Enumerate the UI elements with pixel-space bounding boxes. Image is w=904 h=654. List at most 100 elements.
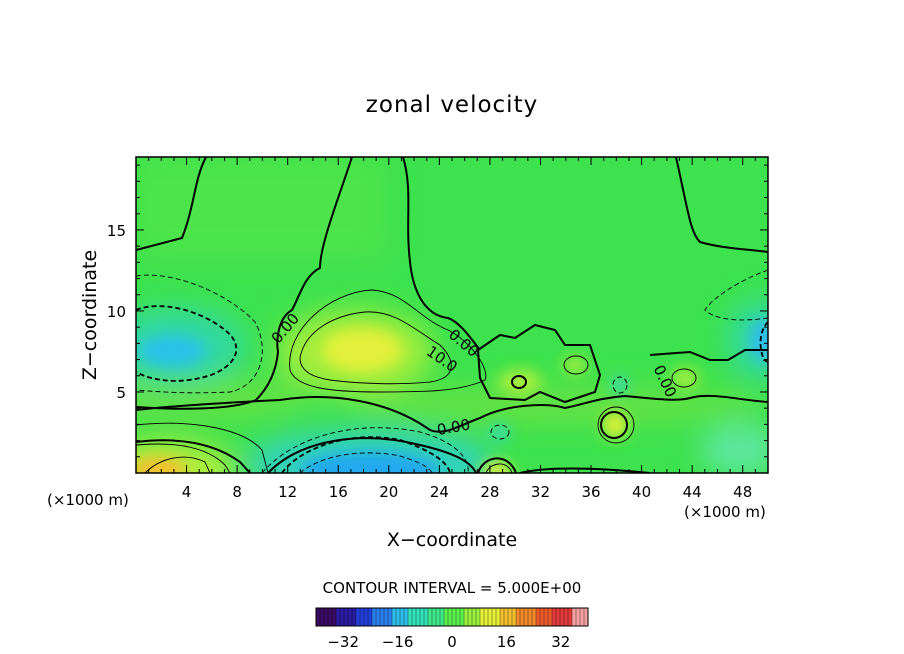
colorbar-cell <box>328 608 333 626</box>
colorbar-cell <box>432 608 437 626</box>
x-tick-label: 28 <box>480 483 499 501</box>
colorbar-cell <box>444 608 449 626</box>
negative-bottom-core <box>300 452 440 473</box>
colorbar-cell <box>320 608 325 626</box>
colorbar-cell <box>348 608 353 626</box>
colorbar-cell <box>404 608 409 626</box>
colorbar: −32 −16 0 16 32 <box>315 607 589 651</box>
axis-ticks <box>136 157 768 473</box>
contour-plus15-bottomleft <box>144 456 211 473</box>
contour-interval-label: CONTOUR INTERVAL = 5.000E+00 <box>323 579 582 597</box>
colorbar-cell <box>376 608 381 626</box>
colorbar-cell <box>316 608 321 626</box>
y-tick-label: 15 <box>107 222 126 240</box>
colorbar-cell <box>532 608 537 626</box>
colorbar-cell <box>556 608 561 626</box>
colorbar-cell <box>440 608 445 626</box>
colorbar-cell <box>552 608 557 626</box>
contour-plus5-44 <box>671 368 697 388</box>
colorbar-cell <box>568 608 573 626</box>
colorbar-tick-label: 32 <box>551 633 570 651</box>
x-axis-title: X−coordinate <box>387 529 517 551</box>
colorbar-tick-label: 0 <box>447 633 457 651</box>
contour-minus5-28 <box>490 424 510 440</box>
colorbar-cell <box>364 608 369 626</box>
x-tick-label: 12 <box>278 483 297 501</box>
colorbar-cell <box>456 608 461 626</box>
colorbar-cell <box>396 608 401 626</box>
positive-44-core <box>671 368 699 388</box>
colorbar-cell <box>572 608 577 626</box>
y-tick-label: 10 <box>107 303 126 321</box>
colorbar-tick-labels: −32 −16 0 16 32 <box>327 633 570 651</box>
zero-contour-plume-right <box>402 157 481 351</box>
negative-right-core <box>750 318 768 362</box>
colorbar-cell <box>452 608 457 626</box>
colorbar-cell <box>576 608 581 626</box>
x-tick-label: 24 <box>430 483 449 501</box>
colorbar-cell <box>468 608 473 626</box>
negative-right-broad <box>728 300 768 380</box>
contour-minus10-bottom <box>281 436 451 473</box>
contour-plus10-bottomleft <box>136 443 231 473</box>
colorbar-cell <box>416 608 421 626</box>
zero-contour-upper-left <box>136 157 207 251</box>
colorbar-cell <box>520 608 525 626</box>
colorbar-cell <box>504 608 509 626</box>
colorbar-cell <box>332 608 337 626</box>
x-tick-label: 48 <box>733 483 752 501</box>
colorbar-cell <box>424 608 429 626</box>
x-unit-label-left: (×1000 m) <box>47 491 129 509</box>
contour-minus5-38 <box>612 376 628 394</box>
colorbar-cell <box>580 608 585 626</box>
colorbar-cell <box>492 608 497 626</box>
y-axis-title: Z−coordinate <box>79 250 101 380</box>
colorbar-cell <box>512 608 517 626</box>
band-upper-right <box>350 387 768 423</box>
colorbar-cell <box>384 608 389 626</box>
zero-contour-upper-right <box>675 157 768 253</box>
y-axis: 5 10 15 Z−coordinate <box>79 222 126 402</box>
zero-contour-bottom-28 <box>477 457 517 473</box>
positive-36-core <box>603 412 627 438</box>
colorbar-cell <box>388 608 393 626</box>
colorbar-cell <box>464 608 469 626</box>
x-unit-label-right: (×1000 m) <box>684 503 766 521</box>
colorbar-cell <box>356 608 361 626</box>
colorbar-cell <box>412 608 417 626</box>
field-cores <box>136 318 768 473</box>
zero-contour-plume <box>136 157 353 410</box>
colorbar-tick-label: −32 <box>327 633 359 651</box>
positive-center-core <box>322 328 402 372</box>
x-tick-label: 44 <box>683 483 702 501</box>
colorbar-cell <box>540 608 545 626</box>
contour-plus5-center <box>289 289 487 393</box>
x-tick-label: 8 <box>232 483 242 501</box>
negative-38-core <box>612 377 628 393</box>
colorbar-cell <box>408 608 413 626</box>
colorbar-cell <box>484 608 489 626</box>
colorbar-cell <box>372 608 377 626</box>
positive-34-core <box>563 356 587 374</box>
colorbar-cell <box>380 608 385 626</box>
zero-contour-bottom-mid <box>267 437 477 473</box>
colorbar-cell <box>544 608 549 626</box>
colorbar-cell <box>324 608 329 626</box>
x-tick-labels: 4 8 12 16 20 24 28 32 36 40 44 48 <box>182 483 752 501</box>
colorbar-cell <box>528 608 533 626</box>
y-tick-label: 5 <box>116 384 126 402</box>
colorbar-tick-label: −16 <box>382 633 414 651</box>
contour-label: 0.00 <box>436 415 472 439</box>
zero-contour-30 <box>511 375 527 389</box>
contour-plus5-28 <box>485 463 513 473</box>
contour-minus10-right <box>759 321 768 363</box>
colorbar-tick-label: 16 <box>497 633 516 651</box>
colorbar-cell <box>428 608 433 626</box>
contour-minus5-right <box>704 269 768 321</box>
zero-contour-middle-right <box>476 323 602 404</box>
contour-minus15-bottom <box>299 452 433 473</box>
x-tick-label: 4 <box>182 483 192 501</box>
colorbar-cell <box>460 608 465 626</box>
colorbar-cell <box>344 608 349 626</box>
